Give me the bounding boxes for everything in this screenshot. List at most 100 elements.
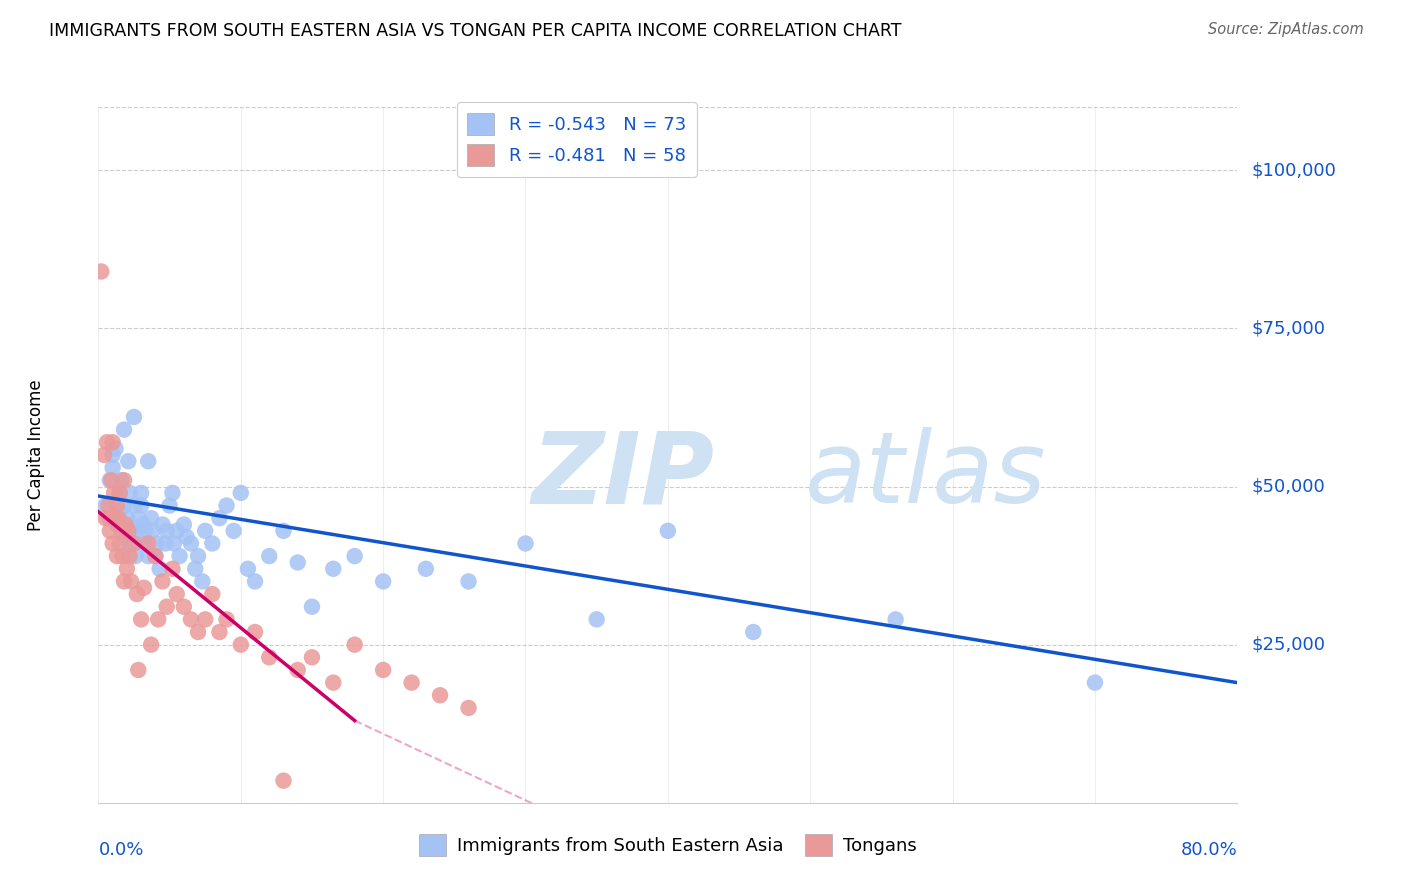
Point [98,524,121,538]
Point [273,773,295,788]
Point [401,675,423,690]
Text: IMMIGRANTS FROM SOUTH EASTERN ASIA VS TONGAN PER CAPITA INCOME CORRELATION CHART: IMMIGRANTS FROM SOUTH EASTERN ASIA VS TO… [49,22,901,40]
Point [243,574,266,589]
Point [101,536,124,550]
Point [301,599,323,614]
Point [129,499,152,513]
Point [101,435,124,450]
Text: 80.0%: 80.0% [1181,841,1237,859]
Point [114,524,136,538]
Point [184,562,207,576]
Point [139,638,162,652]
Point [229,486,252,500]
Point [117,454,139,468]
Text: $100,000: $100,000 [1251,161,1336,179]
Point [98,473,121,487]
Point [169,549,191,563]
Point [129,486,152,500]
Point [122,409,145,424]
Point [136,536,159,550]
Point [112,574,135,589]
Point [118,549,141,563]
Point [343,549,366,563]
Point [134,524,156,538]
Point [108,505,131,519]
Text: $50,000: $50,000 [1251,477,1324,496]
Point [98,511,121,525]
Point [180,612,202,626]
Point [201,587,224,601]
Point [229,638,252,652]
Point [118,486,141,500]
Point [94,511,117,525]
Point [259,549,281,563]
Point [415,562,437,576]
Point [105,499,128,513]
Text: ZIP: ZIP [531,427,714,524]
Point [145,549,167,563]
Point [173,517,195,532]
Point [515,536,537,550]
Point [105,549,128,563]
Point [657,524,679,538]
Point [107,511,129,525]
Point [132,536,155,550]
Point [163,536,186,550]
Point [208,625,231,640]
Text: Per Capita Income: Per Capita Income [27,379,45,531]
Point [585,612,607,626]
Point [373,663,395,677]
Point [141,524,163,538]
Point [115,562,138,576]
Point [114,517,136,532]
Point [1084,675,1107,690]
Point [125,524,148,538]
Point [343,638,366,652]
Point [215,499,238,513]
Point [322,562,344,576]
Point [322,675,344,690]
Point [146,536,169,550]
Point [127,663,149,677]
Point [97,499,120,513]
Point [108,486,131,500]
Point [166,587,188,601]
Point [117,524,139,538]
Point [101,448,124,462]
Point [152,574,174,589]
Point [201,536,224,550]
Point [742,625,765,640]
Point [173,599,195,614]
Point [122,499,145,513]
Point [457,701,479,715]
Point [208,511,231,525]
Point [156,524,179,538]
Point [110,473,132,487]
Text: 0.0%: 0.0% [98,841,143,859]
Point [429,688,451,702]
Point [155,536,177,550]
Point [112,473,135,487]
Point [287,556,309,570]
Point [152,517,174,532]
Point [149,562,172,576]
Point [103,486,125,500]
Point [176,530,198,544]
Point [287,663,309,677]
Point [132,581,155,595]
Point [101,460,124,475]
Point [273,524,295,538]
Point [884,612,907,626]
Point [236,562,259,576]
Text: atlas: atlas [804,427,1046,524]
Point [136,549,159,563]
Point [129,612,152,626]
Point [139,511,162,525]
Point [191,574,214,589]
Point [136,454,159,468]
Point [127,511,149,525]
Point [111,549,134,563]
Point [162,562,184,576]
Point [145,549,167,563]
Point [104,511,127,525]
